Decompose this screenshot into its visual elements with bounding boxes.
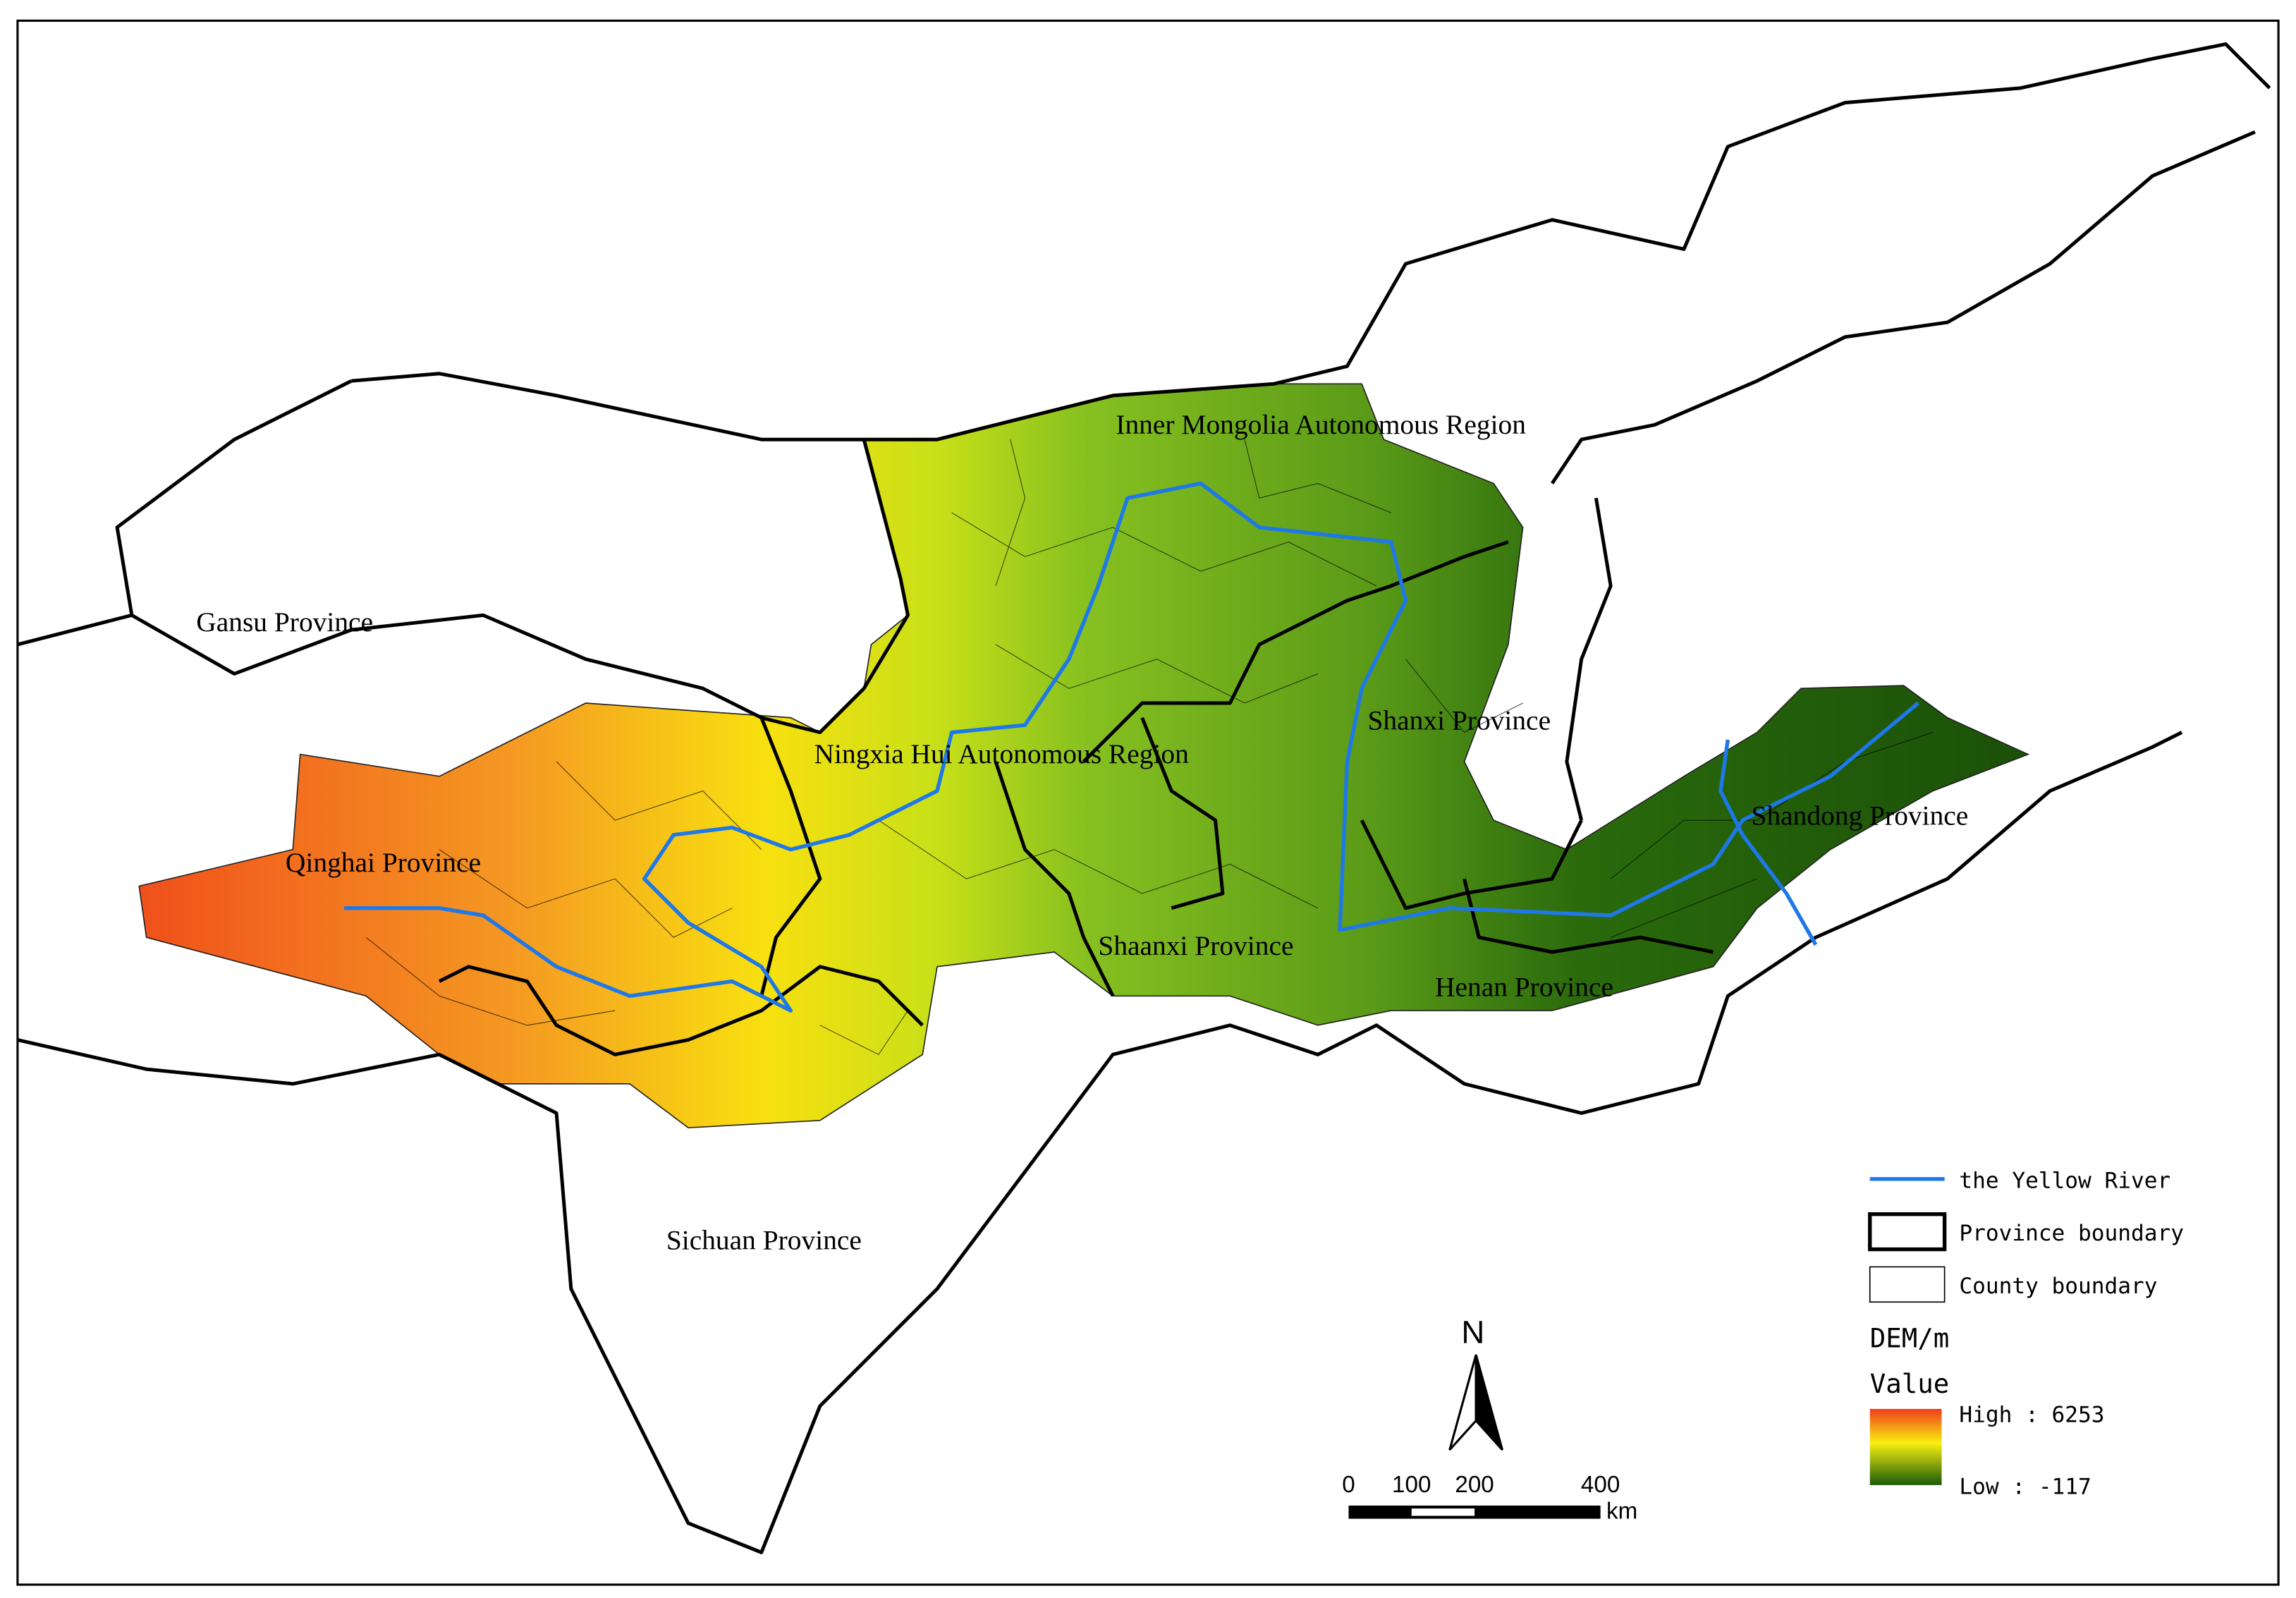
basin-dem [138, 383, 2030, 1129]
scale-tick-label: 200 [1455, 1472, 1494, 1498]
province-boundary [17, 731, 2183, 1554]
legend-high: High : 6253 [1959, 1403, 2104, 1428]
place-label: Shaanxi Province [1098, 930, 1293, 961]
legend-province-swatch [1868, 1212, 1947, 1252]
province-boundary [115, 379, 353, 616]
legend-low: Low : -117 [1959, 1474, 2091, 1499]
legend-label: Province boundary [1959, 1221, 2184, 1246]
scale-unit: km [1606, 1499, 1637, 1525]
province-boundaries [17, 42, 2271, 1554]
legend-ramp [1869, 1408, 1942, 1485]
scale-tick-label: 100 [1392, 1472, 1431, 1498]
place-label: Shanxi Province [1367, 705, 1551, 736]
province-boundary [994, 540, 1714, 997]
scale-tick-label: 0 [1342, 1472, 1355, 1498]
scale-segment [1411, 1508, 1475, 1516]
province-boundary [438, 716, 924, 1056]
north-arrow: N [1448, 1314, 1504, 1451]
yellow-river [343, 481, 1919, 1013]
place-label: Inner Mongolia Autonomous Region [1116, 409, 1526, 440]
scale-bar: 0 100 200 400 km [1342, 1472, 1637, 1524]
county-boundaries [365, 439, 1934, 1056]
place-label: Sichuan Province [666, 1225, 862, 1256]
legend-label: the Yellow River [1959, 1168, 2170, 1193]
north-label: N [1461, 1314, 1484, 1350]
province-boundary [17, 42, 2271, 735]
province-boundary [351, 372, 865, 441]
place-labels: Inner Mongolia Autonomous Region Gansu P… [196, 409, 1968, 1256]
place-label: Henan Province [1435, 971, 1613, 1002]
place-label: Qinghai Province [286, 847, 481, 878]
province-boundary [1551, 130, 2256, 821]
legend-county-swatch [1869, 1266, 1946, 1303]
legend-subtitle: Value [1870, 1368, 1949, 1399]
north-arrow-right [1474, 1354, 1504, 1451]
place-label: Gansu Province [196, 606, 373, 638]
scale-segment [1348, 1505, 1601, 1519]
legend: the Yellow River Province boundary Count… [1868, 1168, 2184, 1499]
place-label: Shandong Province [1752, 800, 1969, 831]
scale-tick-label: 400 [1581, 1472, 1620, 1498]
county-boundary [365, 439, 1934, 1056]
legend-label: County boundary [1959, 1274, 2157, 1299]
legend-title: DEM/m [1870, 1323, 1949, 1354]
place-label: Ningxia Hui Autonomous Region [814, 738, 1190, 769]
